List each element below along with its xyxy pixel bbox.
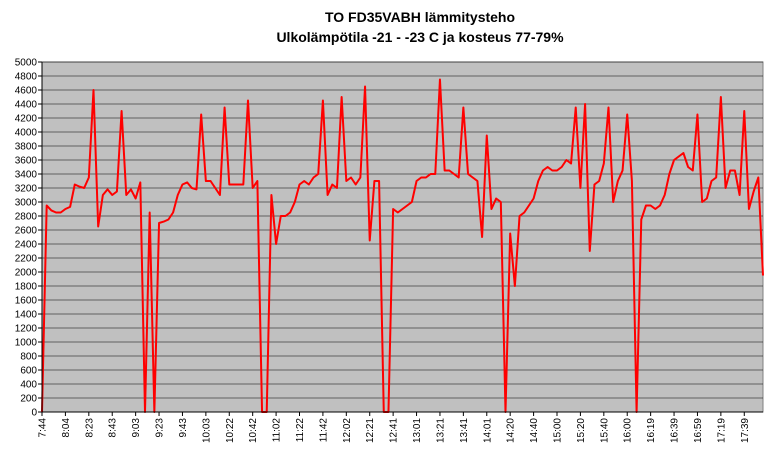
y-tick-label: 2400 — [15, 240, 38, 251]
y-tick-label: 3800 — [15, 142, 38, 153]
y-tick-label: 3600 — [15, 156, 38, 167]
y-tick-label: 1600 — [15, 296, 38, 307]
x-tick-label: 12:21 — [365, 418, 376, 443]
x-tick-label: 11:22 — [295, 418, 306, 443]
data-line — [41, 78, 764, 413]
y-tick-label: 800 — [20, 352, 37, 363]
x-tick-label: 13:21 — [435, 418, 446, 443]
x-tick-label: 9:03 — [131, 418, 142, 438]
chart-subtitle: Ulkolämpötila -21 - -23 C ja kosteus 77-… — [276, 29, 564, 45]
y-tick-label: 400 — [20, 380, 37, 391]
x-tick-label: 14:20 — [506, 418, 517, 443]
x-tick-label: 7:44 — [38, 418, 49, 438]
y-tick-label: 1800 — [15, 282, 38, 293]
x-tick-label: 8:23 — [84, 418, 95, 438]
y-tick-label: 2000 — [15, 268, 38, 279]
y-tick-label: 2200 — [15, 254, 38, 265]
y-tick-label: 2800 — [15, 212, 38, 223]
y-tick-label: 600 — [20, 366, 37, 377]
x-tick-label: 10:42 — [248, 418, 259, 443]
x-tick-label: 14:40 — [529, 418, 540, 443]
x-tick-label: 12:41 — [389, 418, 400, 443]
x-tick-label: 14:01 — [482, 418, 493, 443]
y-tick-label: 3000 — [15, 198, 38, 209]
y-tick-label: 4000 — [15, 128, 38, 139]
x-tick-label: 16:39 — [670, 418, 681, 443]
x-tick-label: 8:04 — [61, 418, 72, 438]
x-tick-label: 12:02 — [342, 418, 353, 443]
y-tick-label: 4600 — [15, 86, 38, 97]
y-tick-label: 3200 — [15, 184, 38, 195]
y-tick-label: 5000 — [15, 58, 38, 69]
x-tick-label: 11:02 — [272, 418, 283, 443]
x-tick-label: 10:03 — [201, 418, 212, 443]
chart-title: TO FD35VABH lämmitysteho — [325, 9, 515, 25]
x-tick-label: 8:43 — [108, 418, 119, 438]
x-tick-label: 11:42 — [318, 418, 329, 443]
x-tick-label: 10:22 — [225, 418, 236, 443]
y-tick-label: 1400 — [15, 310, 38, 321]
y-tick-label: 1200 — [15, 324, 38, 335]
x-tick-label: 17:19 — [716, 418, 727, 443]
x-tick-label: 13:01 — [412, 418, 423, 443]
y-tick-label: 4200 — [15, 114, 38, 125]
x-tick-label: 15:20 — [576, 418, 587, 443]
y-tick-label: 4800 — [15, 72, 38, 83]
x-tick-label: 15:40 — [599, 418, 610, 443]
x-tick-label: 16:59 — [693, 418, 704, 443]
y-tick-label: 4400 — [15, 100, 38, 111]
x-tick-label: 13:41 — [459, 418, 470, 443]
x-tick-label: 15:00 — [553, 418, 564, 443]
x-tick-label: 17:39 — [740, 418, 751, 443]
plot-area — [41, 61, 764, 413]
x-tick-label: 16:00 — [623, 418, 634, 443]
y-tick-label: 2600 — [15, 226, 38, 237]
x-tick-label: 16:19 — [646, 418, 657, 443]
y-tick-label: 3400 — [15, 170, 38, 181]
y-tick-label: 1000 — [15, 338, 38, 349]
y-tick-label: 200 — [20, 394, 37, 405]
y-tick-label: 0 — [31, 408, 37, 419]
x-tick-label: 9:43 — [178, 418, 189, 438]
x-tick-label: 9:23 — [155, 418, 166, 438]
